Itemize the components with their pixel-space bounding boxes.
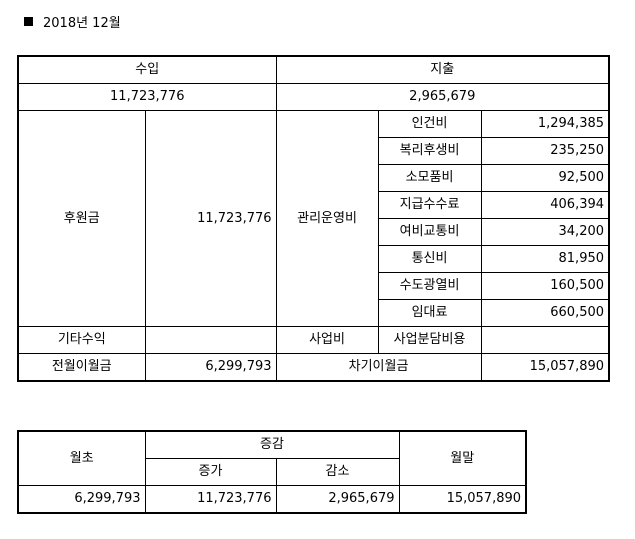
- other-income-value: [144, 326, 277, 354]
- report-title: 2018년 12월: [24, 12, 121, 31]
- increase-header: 증가: [144, 458, 277, 486]
- balance-table: 월초 증감 월말 증가 감소 6,299,793 11,723,776 2,96…: [17, 430, 528, 514]
- start-balance-value: 6,299,793: [17, 485, 146, 514]
- end-balance-value: 15,057,890: [398, 485, 527, 514]
- business-item-label: 사업분담비용: [377, 326, 482, 354]
- expense-total: 2,965,679: [275, 83, 610, 111]
- decrease-header: 감소: [275, 458, 400, 486]
- expense-item-label: 소모품비: [377, 164, 482, 192]
- report-title-text: 2018년 12월: [43, 16, 121, 31]
- income-header: 수입: [17, 55, 277, 84]
- expense-item-value: 406,394: [480, 191, 610, 219]
- expense-item-label: 인건비: [377, 110, 482, 138]
- expense-item-value: 34,200: [480, 218, 610, 246]
- next-carry-value: 15,057,890: [480, 353, 610, 382]
- prev-carry-value: 6,299,793: [144, 353, 277, 382]
- expense-item-value: 660,500: [480, 299, 610, 327]
- square-bullet-icon: [24, 17, 33, 26]
- expense-item-value: 160,500: [480, 272, 610, 300]
- expense-item-label: 지급수수료: [377, 191, 482, 219]
- expense-item-label: 통신비: [377, 245, 482, 273]
- expense-item-label: 여비교통비: [377, 218, 482, 246]
- expense-item-value: 235,250: [480, 137, 610, 165]
- donation-value: 11,723,776: [144, 110, 277, 327]
- other-income-label: 기타수익: [17, 326, 146, 354]
- business-item-value: [480, 326, 610, 354]
- change-header: 증감: [144, 430, 400, 459]
- increase-value: 11,723,776: [144, 485, 277, 514]
- income-total: 11,723,776: [17, 83, 277, 111]
- expense-header: 지출: [275, 55, 610, 84]
- expense-item-value: 81,950: [480, 245, 610, 273]
- end-balance-header: 월말: [398, 430, 527, 486]
- expense-item-label: 수도광열비: [377, 272, 482, 300]
- decrease-value: 2,965,679: [275, 485, 400, 514]
- prev-carry-label: 전월이월금: [17, 353, 146, 382]
- next-carry-label: 차기이월금: [275, 353, 482, 382]
- expense-item-label: 임대료: [377, 299, 482, 327]
- expense-item-value: 1,294,385: [480, 110, 610, 138]
- expense-item-value: 92,500: [480, 164, 610, 192]
- expense-item-label: 복리후생비: [377, 137, 482, 165]
- income-expense-table: 수입 지출 11,723,776 2,965,679 후원금 11,723,77…: [17, 55, 611, 382]
- business-expense-label: 사업비: [275, 326, 379, 354]
- donation-label: 후원금: [17, 110, 146, 327]
- start-balance-header: 월초: [17, 430, 146, 486]
- admin-expense-label: 관리운영비: [275, 110, 379, 327]
